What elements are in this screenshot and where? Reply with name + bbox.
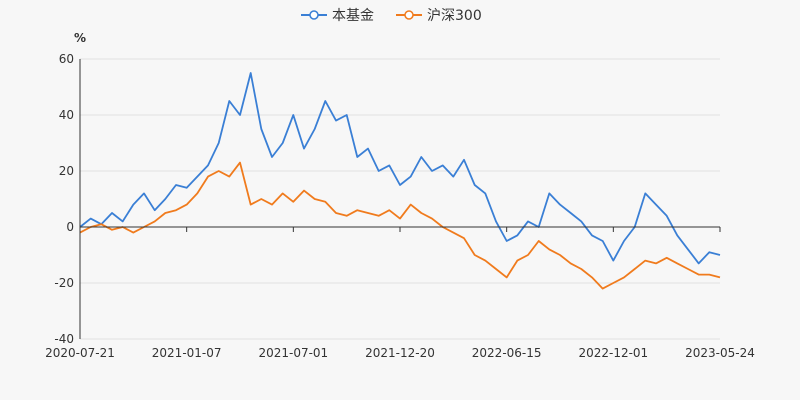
y-tick-label: 40 (59, 108, 74, 122)
series-fund-line (79, 72, 721, 265)
x-tick-label: 2023-05-24 (685, 346, 755, 360)
x-tick-label: 2021-12-20 (365, 346, 435, 360)
x-axis: 2020-07-21 2021-01-07 2021-07-01 2021-12-20… (45, 59, 755, 360)
legend-fund-marker-icon (309, 10, 319, 20)
series-csi300-line (79, 161, 721, 290)
legend-csi300-label: 沪深300 (427, 8, 482, 24)
y-tick-label: 20 (59, 164, 74, 178)
legend-item-fund[interactable]: 本基金 (301, 7, 374, 24)
x-tick-label: 2022-12-01 (578, 346, 648, 360)
x-tick-label: 2020-07-21 (45, 346, 115, 360)
y-axis-ticks: -40 -20 0 20 40 60 (54, 52, 74, 346)
series-layer (79, 72, 721, 290)
x-tick-label: 2021-01-07 (152, 346, 222, 360)
y-tick-label: 60 (59, 52, 74, 66)
y-tick-label: -20 (54, 276, 74, 290)
gridlines (80, 58, 720, 340)
legend-item-csi300[interactable]: 沪深300 (396, 8, 482, 24)
y-tick-label: -40 (54, 332, 74, 346)
y-axis-unit: % (74, 31, 86, 45)
legend-csi300-marker-icon (404, 10, 414, 20)
legend-fund-label: 本基金 (332, 7, 374, 24)
y-tick-label: 0 (66, 220, 74, 234)
x-tick-label: 2021-07-01 (258, 346, 328, 360)
x-tick-label: 2022-06-15 (472, 346, 542, 360)
legend[interactable]: 本基金 沪深300 (301, 7, 482, 24)
